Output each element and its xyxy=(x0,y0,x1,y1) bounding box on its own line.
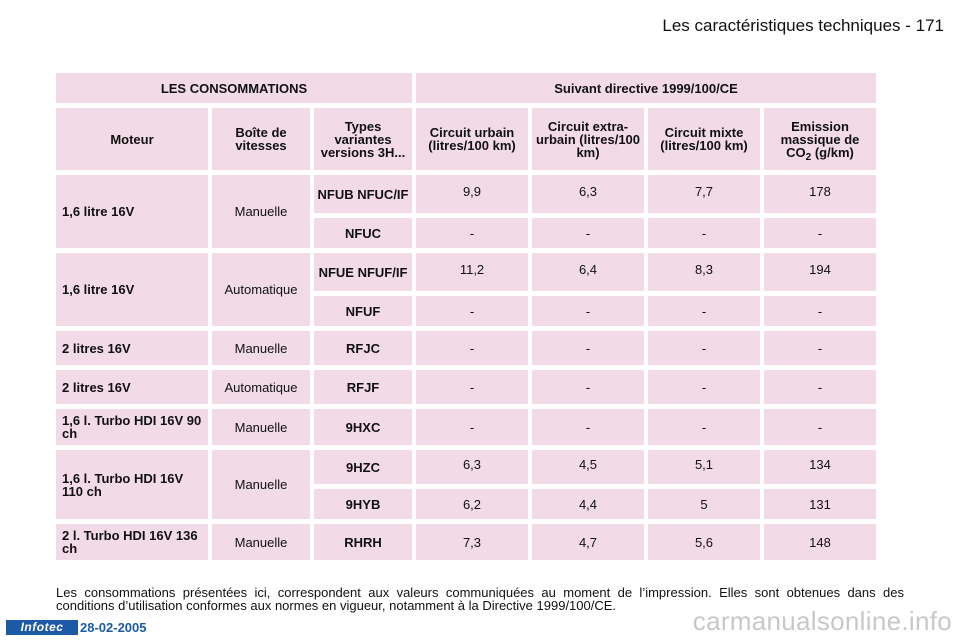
section-title-consommations: LES CONSOMMATIONS xyxy=(56,73,412,103)
page-title: Les caractéristiques techniques - 171 xyxy=(662,16,944,35)
cell-extra-urbain: - xyxy=(532,409,644,445)
cell-mixte: 7,7 xyxy=(648,175,760,213)
cell-mixte: 5,1 xyxy=(648,450,760,484)
cell-mixte: - xyxy=(648,409,760,445)
cell-urbain: - xyxy=(416,331,528,365)
cell-urbain: - xyxy=(416,218,528,248)
cell-boite: Automatique xyxy=(212,253,310,326)
cell-urbain: 6,3 xyxy=(416,450,528,484)
header-mixte: Circuit mixte (litres/100 km) xyxy=(648,108,760,170)
cell-type: NFUB NFUC/IF xyxy=(314,175,412,213)
cell-moteur: 1,6 l. Turbo HDI 16V 90 ch xyxy=(56,409,208,445)
footer-date: 28-02-2005 xyxy=(80,620,147,635)
cell-moteur: 1,6 litre 16V xyxy=(56,175,208,248)
cell-type: NFUE NFUF/IF xyxy=(314,253,412,291)
cell-co2: - xyxy=(764,370,876,404)
table-row: 1,6 l. Turbo HDI 16V 90 ch Manuelle 9HXC - -… xyxy=(56,409,876,445)
cell-boite: Automatique xyxy=(212,370,310,404)
cell-boite: Manuelle xyxy=(212,450,310,519)
header-emission-unit: (g/km) xyxy=(811,144,854,160)
table-row: 9HYB 6,2 4,4 5 131 xyxy=(56,489,876,519)
header-emission: Emission massique de CO2 (g/km) xyxy=(764,108,876,170)
cell-mixte: 8,3 xyxy=(648,253,760,291)
cell-type: RFJF xyxy=(314,370,412,404)
cell-type: NFUC xyxy=(314,218,412,248)
cell-co2: 178 xyxy=(764,175,876,213)
cell-extra-urbain: - xyxy=(532,218,644,248)
cell-co2: 194 xyxy=(764,253,876,291)
cell-type: RFJC xyxy=(314,331,412,365)
table-row: 1,6 l. Turbo HDI 16V 110 ch Manuelle 9HZC 6… xyxy=(56,450,876,519)
cell-co2: 134 xyxy=(764,450,876,484)
cell-urbain: - xyxy=(416,370,528,404)
cell-urbain: 7,3 xyxy=(416,524,528,560)
cell-extra-urbain: - xyxy=(532,296,644,326)
table-row: 2 litres 16V Automatique RFJF - - - - xyxy=(56,370,876,404)
table-row: 1,6 litre 16V Manuelle NFUB NFUC/IF 9,9 6,3 7… xyxy=(56,175,876,248)
header-types: Types variantes versions 3H... xyxy=(314,108,412,170)
table-row: 2 litres 16V Manuelle RFJC - - - - xyxy=(56,331,876,365)
cell-mixte: 5 xyxy=(648,489,760,519)
cell-urbain: 9,9 xyxy=(416,175,528,213)
cell-boite: Manuelle xyxy=(212,331,310,365)
cell-mixte: 5,6 xyxy=(648,524,760,560)
header-emission-sub: 2 xyxy=(805,151,812,163)
header-boite: Boîte de vitesses xyxy=(212,108,310,170)
cell-co2: - xyxy=(764,296,876,326)
cell-co2: 148 xyxy=(764,524,876,560)
cell-type: 9HXC xyxy=(314,409,412,445)
cell-type: NFUF xyxy=(314,296,412,326)
cell-type: RHRH xyxy=(314,524,412,560)
cell-moteur: 1,6 l. Turbo HDI 16V 110 ch xyxy=(56,450,208,519)
consumption-table: LES CONSOMMATIONS Suivant directive 1999… xyxy=(52,68,880,565)
cell-boite: Manuelle xyxy=(212,524,310,560)
cell-moteur: 1,6 litre 16V xyxy=(56,253,208,326)
cell-moteur: 2 litres 16V xyxy=(56,370,208,404)
cell-co2: - xyxy=(764,218,876,248)
cell-type: 9HZC xyxy=(314,450,412,484)
table-row: NFUC - - - - xyxy=(56,218,876,248)
cell-mixte: - xyxy=(648,370,760,404)
consumption-note: Les consommations présentées ici, corres… xyxy=(56,585,904,613)
cell-extra-urbain: - xyxy=(532,370,644,404)
table-row: 2 l. Turbo HDI 16V 136 ch Manuelle RHRH 7,3… xyxy=(56,524,876,560)
header-urbain: Circuit urbain (litres/100 km) xyxy=(416,108,528,170)
section-title-directive: Suivant directive 1999/100/CE xyxy=(416,73,876,103)
cell-moteur: 2 litres 16V xyxy=(56,331,208,365)
cell-mixte: - xyxy=(648,296,760,326)
watermark: carmanualsonline.info xyxy=(692,606,952,636)
header-moteur: Moteur xyxy=(56,108,208,170)
cell-mixte: - xyxy=(648,331,760,365)
cell-co2: - xyxy=(764,331,876,365)
header-extra-urbain: Circuit extra-urbain (litres/100 km) xyxy=(532,108,644,170)
cell-moteur: 2 l. Turbo HDI 16V 136 ch xyxy=(56,524,208,560)
cell-mixte: - xyxy=(648,218,760,248)
cell-extra-urbain: 4,4 xyxy=(532,489,644,519)
cell-extra-urbain: - xyxy=(532,331,644,365)
cell-urbain: 11,2 xyxy=(416,253,528,291)
cell-extra-urbain: 4,7 xyxy=(532,524,644,560)
cell-type: 9HYB xyxy=(314,489,412,519)
cell-urbain: - xyxy=(416,409,528,445)
cell-co2: - xyxy=(764,409,876,445)
cell-extra-urbain: 6,4 xyxy=(532,253,644,291)
cell-urbain: 6,2 xyxy=(416,489,528,519)
cell-co2: 131 xyxy=(764,489,876,519)
header-emission-text: Emission massique de CO xyxy=(780,118,860,160)
table-row: NFUF - - - - xyxy=(56,296,876,326)
cell-boite: Manuelle xyxy=(212,175,310,248)
cell-urbain: - xyxy=(416,296,528,326)
cell-extra-urbain: 4,5 xyxy=(532,450,644,484)
infotec-logo: Infotec xyxy=(6,620,78,635)
cell-extra-urbain: 6,3 xyxy=(532,175,644,213)
table-row: 1,6 litre 16V Automatique NFUE NFUF/IF 11,2… xyxy=(56,253,876,326)
cell-boite: Manuelle xyxy=(212,409,310,445)
